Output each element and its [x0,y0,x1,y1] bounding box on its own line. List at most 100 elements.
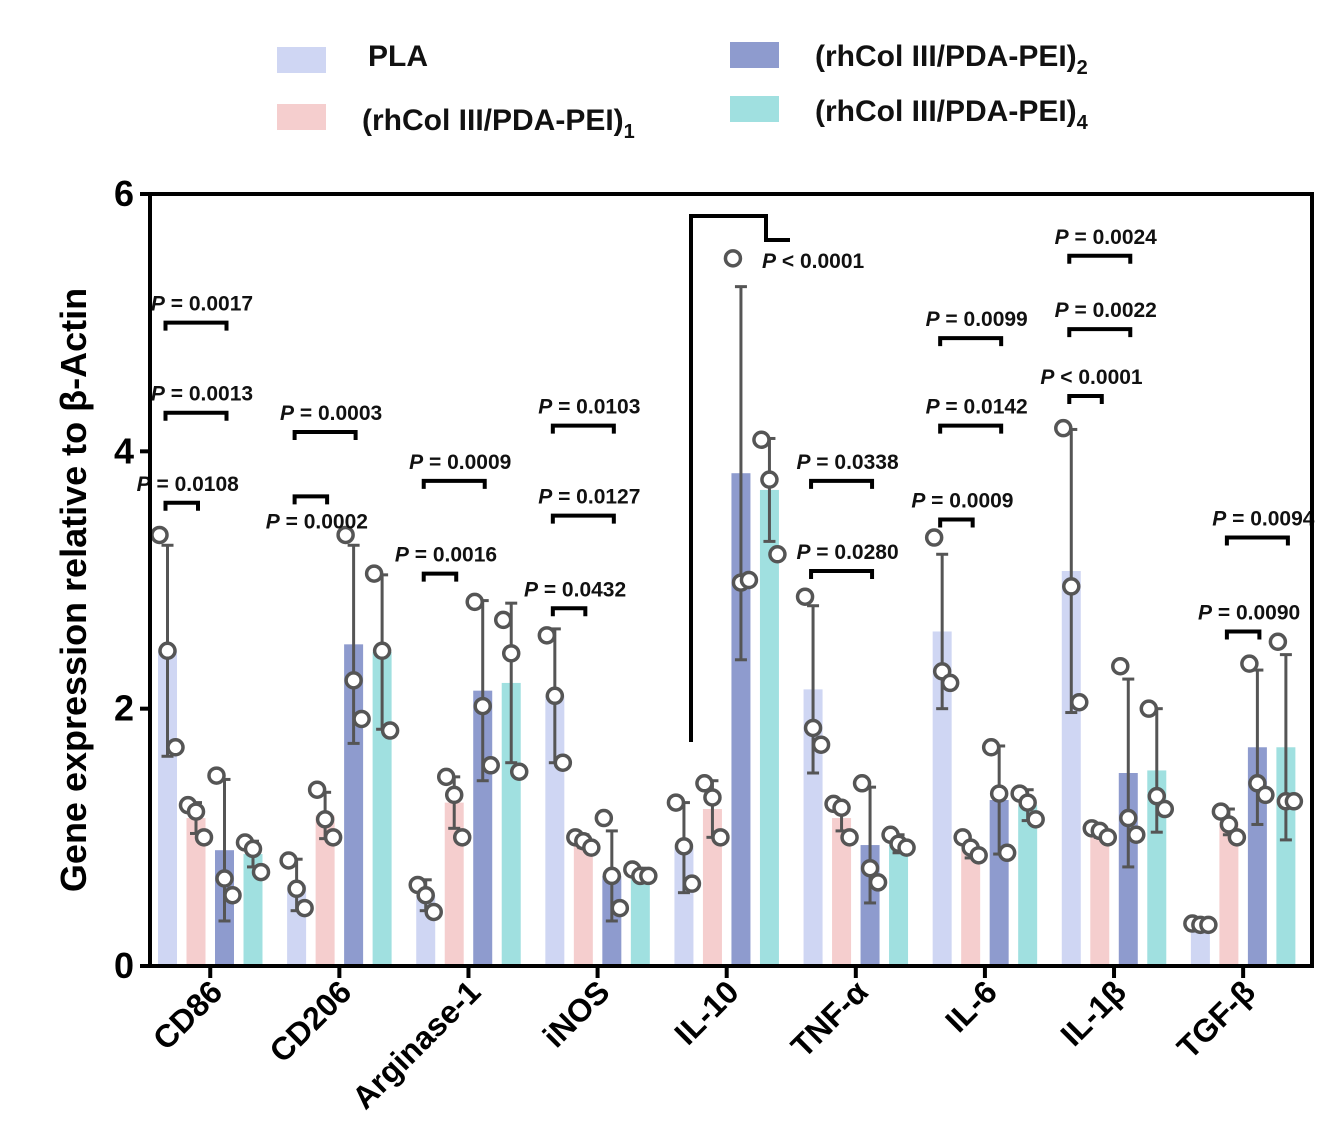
p-value-label: P = 0.0003 [280,402,382,425]
p-value-label: P = 0.0022 [1055,299,1157,322]
bar-IL-6-series-3 [1018,805,1038,966]
x-tick-label: CD206 [262,973,358,1069]
significance-bracket: P = 0.0280 [796,541,899,579]
data-point [897,838,916,857]
p-value-label: P = 0.0103 [538,396,640,419]
data-point [452,828,472,847]
data-point [582,838,601,857]
bar-CD86-series-1 [186,818,206,966]
p-value-label: P < 0.0001 [1040,366,1142,389]
data-point [1026,810,1045,829]
data-point [1119,808,1138,828]
data-point [372,641,392,661]
data-point [444,785,464,805]
legend-item: (rhCol III/PDA-PEI)4 [730,95,1089,134]
data-point [723,249,743,268]
data-point [501,644,521,663]
legend-label: (rhCol III/PDA-PEI)1 [362,104,635,143]
significance-bracket: P = 0.0127 [538,486,640,524]
p-value-label: P = 0.0024 [1055,226,1157,249]
bar-IL-1β-series-0 [1061,570,1081,966]
bar-iNOS-series-1 [573,841,593,966]
significance-bracket: P = 0.0108 [137,473,239,511]
error-bar [734,285,747,662]
data-point [315,810,335,829]
data-point [509,762,529,781]
p-value-label: P = 0.0090 [1198,601,1300,624]
legend-item: (rhCol III/PDA-PEI)1 [277,104,635,143]
data-point [868,873,888,892]
data-point [739,570,759,590]
bar-IL-1β-series-1 [1090,833,1110,966]
data-point [158,641,177,661]
x-tick-label: CD86 [146,973,229,1056]
significance-annotations: P = 0.0017 P = 0.0013 P = 0.0108 P = 0.0003… [137,214,1315,742]
data-point [1018,793,1037,812]
significance-bracket: P = 0.0009 [911,490,1014,528]
p-value-label: P = 0.0432 [524,578,626,601]
data-point [1284,792,1304,811]
significance-bracket: P = 0.0094 [1212,508,1315,546]
bar-IL-6-series-1 [961,850,981,966]
data-point [424,902,443,922]
legend-swatch [730,42,779,68]
data-point [545,686,565,706]
data-point [352,709,371,729]
p-value-label: P = 0.0094 [1212,508,1314,531]
data-point [1227,828,1247,847]
legend-label: (rhCol III/PDA-PEI)2 [815,40,1088,79]
data-point [364,564,384,583]
data-point [1256,785,1275,805]
data-point [997,843,1017,863]
data-point [803,718,823,738]
x-tick-label: IL-6 [938,973,1004,1039]
significance-bracket: P = 0.0013 [151,383,253,421]
legend-item: (rhCol III/PDA-PEI)2 [730,40,1088,79]
p-value-label: P = 0.0338 [796,451,898,474]
significance-bracket: P < 0.0001 [1040,366,1143,405]
data-point [1240,654,1259,673]
data-point [279,851,298,870]
data-point [602,866,622,886]
legend: PLA (rhCol III/PDA-PEI)1 (rhCol III/PDA-PE… [277,40,1089,143]
p-value-label: P = 0.0016 [395,544,497,567]
data-points [150,249,1304,935]
data-point [1070,692,1089,712]
p-value-label: P = 0.0009 [911,490,1013,513]
significance-bracket: P = 0.0022 [1055,299,1157,338]
data-point [682,874,702,893]
error-bar [505,601,518,765]
bar-TNF-α-series-3 [889,843,909,966]
significance-bracket: P = 0.0024 [1055,226,1157,264]
legend-label: (rhCol III/PDA-PEI)4 [815,95,1089,134]
bar-IL-1β-series-3 [1147,770,1167,966]
data-point [760,470,779,489]
data-point [251,862,271,882]
bars [158,473,1296,966]
significance-bracket: P = 0.0432 [524,578,626,617]
data-point [711,828,730,847]
data-point [1127,825,1146,845]
p-value-label: P = 0.0013 [151,383,253,406]
data-point [924,528,944,547]
bar-CD206-series-1 [315,815,335,966]
x-tick-label: TGF-β [1170,973,1262,1065]
x-tick-label: iNOS [536,973,617,1054]
data-point [674,837,694,856]
data-point [1199,915,1218,935]
legend-label: PLA [368,40,428,73]
bar-TNF-α-series-0 [803,689,823,966]
x-tick-label: IL-1β [1053,973,1132,1052]
data-point [416,885,435,905]
data-point [243,839,263,859]
data-point [639,866,658,886]
data-point [553,753,573,772]
p-value-label: P = 0.0108 [137,473,239,496]
p-value-label: P < 0.0001 [762,250,864,273]
p-value-label: P = 0.0142 [926,396,1028,419]
legend-swatch [730,96,779,122]
data-point [752,430,771,450]
bar-IL-10-series-2 [731,473,751,966]
data-point [768,545,787,564]
x-tick-label: Arginase-1 [345,973,487,1115]
